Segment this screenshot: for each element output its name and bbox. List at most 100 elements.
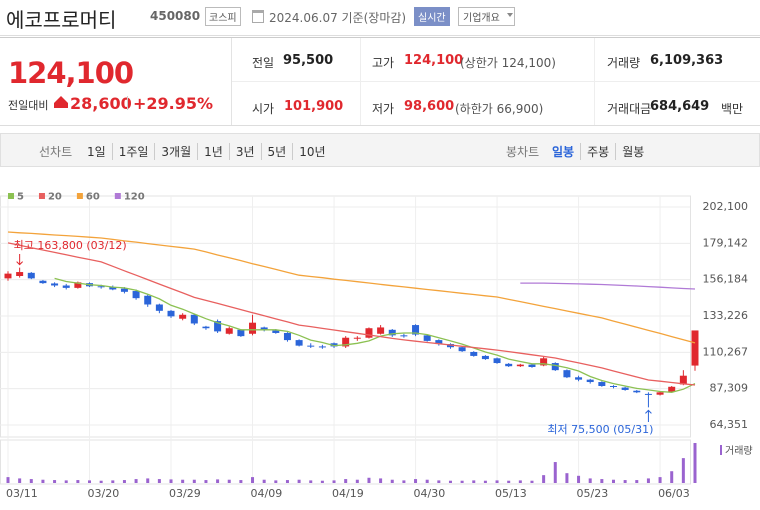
company-info-button[interactable]: 기업개요 xyxy=(458,7,515,26)
summary-label: 전일 xyxy=(252,56,275,70)
volume-bar xyxy=(553,462,557,483)
candle-body xyxy=(202,326,210,329)
volume-bar xyxy=(157,479,161,483)
candle-body xyxy=(528,364,536,367)
candle-body xyxy=(423,335,431,341)
volume-bar xyxy=(41,479,45,483)
volume-bar xyxy=(181,479,185,483)
low-annotation: 최저 75,500 (05/31) xyxy=(547,423,653,436)
date: 2024.06.07 기준(장마감) xyxy=(269,11,407,25)
calendar-icon xyxy=(252,10,264,23)
volume-bar xyxy=(332,480,336,483)
candle-body xyxy=(237,329,245,337)
legend-swatch xyxy=(8,193,14,199)
volume-bar xyxy=(169,479,173,483)
candle-body xyxy=(27,272,35,279)
volume-bar xyxy=(216,479,220,483)
low-arrow xyxy=(645,409,652,422)
realtime-button[interactable]: 실시간 xyxy=(414,7,450,26)
volume-bar xyxy=(146,478,150,483)
summary-value: 101,900 xyxy=(284,99,344,114)
volume-bar xyxy=(611,479,615,483)
volume-bar xyxy=(670,471,674,483)
summary-value: 95,500 xyxy=(283,53,334,68)
candle-body xyxy=(668,386,676,392)
candle-body xyxy=(516,364,524,367)
candle-body xyxy=(283,332,291,341)
summary-value: 684,649 xyxy=(650,99,710,114)
summary-note: (하한가 66,900) xyxy=(455,102,544,116)
candle-body xyxy=(109,287,117,290)
x-tick-label: 05/13 xyxy=(495,487,527,500)
tab[interactable]: 3개월 xyxy=(154,143,197,160)
volume-bar xyxy=(76,480,80,483)
candle-body xyxy=(167,310,175,317)
tab[interactable]: 1년 xyxy=(197,143,229,160)
candle-body xyxy=(16,272,24,277)
candle-body xyxy=(644,393,652,395)
divider xyxy=(127,96,128,110)
stock-code: 450080 xyxy=(150,9,201,23)
candle-body xyxy=(435,340,443,345)
candle-body xyxy=(458,347,466,352)
line-tabs: 1일 1주일 3개월 1년 3년 5년 10년 xyxy=(81,143,332,160)
candle-body xyxy=(575,377,583,380)
summary-value: 124,100 xyxy=(404,53,464,68)
dropdown-icon xyxy=(507,13,513,20)
volume-bar xyxy=(344,479,348,483)
tab-active[interactable]: 일봉 xyxy=(552,145,575,159)
candle-body xyxy=(190,314,198,324)
ma-line xyxy=(520,282,696,290)
candle-body xyxy=(633,390,641,393)
volume-bar xyxy=(204,480,208,483)
volume-bar xyxy=(658,477,662,483)
tab[interactable]: 1주일 xyxy=(111,143,155,160)
volume-legend-swatch xyxy=(720,445,722,455)
candle-body xyxy=(249,322,257,334)
volume-bar xyxy=(565,473,569,483)
volume-bar xyxy=(681,458,685,483)
volume-bar xyxy=(309,480,313,483)
market-badge: 코스피 xyxy=(205,7,241,26)
change-rate: +29.95% xyxy=(133,94,214,113)
candle-body xyxy=(62,285,70,288)
volume-bar xyxy=(600,479,604,483)
volume-bar xyxy=(274,480,278,483)
tab[interactable]: 10년 xyxy=(292,143,331,160)
tab-bar: 선차트 1일 1주일 3개월 1년 3년 5년 10년 봉차트 일봉 주봉 월봉 xyxy=(0,133,760,167)
legend-swatch xyxy=(114,193,121,199)
tab[interactable]: 3년 xyxy=(228,143,261,160)
volume-bar xyxy=(367,477,371,483)
tab[interactable]: 1일 xyxy=(87,145,106,159)
tab[interactable]: 월봉 xyxy=(615,143,650,160)
candle-body xyxy=(353,337,361,339)
price-box: 124,100 전일대비 28,600 +29.95% 전일 95,500 고가… xyxy=(0,37,760,126)
candle-body xyxy=(120,288,128,292)
volume-bar xyxy=(227,479,231,483)
candle-body xyxy=(51,283,59,286)
candle-body xyxy=(39,280,47,284)
high-annotation: 최고 163,800 (03/12) xyxy=(14,239,127,252)
candle-body xyxy=(260,327,268,330)
candle-body xyxy=(155,304,163,311)
candle-body xyxy=(295,340,303,346)
legend-label: 60 xyxy=(86,192,100,203)
y-tick-label: 87,309 xyxy=(710,382,749,395)
tab[interactable]: 주봉 xyxy=(580,143,615,160)
volume-bar xyxy=(472,480,476,483)
candle-body xyxy=(551,363,559,371)
candle-body xyxy=(365,328,373,338)
summary-unit: 백만 xyxy=(721,102,744,116)
candle-body xyxy=(342,337,350,347)
volume-bar xyxy=(390,479,394,483)
candle-body xyxy=(470,351,478,356)
legend-label: 120 xyxy=(124,192,145,203)
candle-body xyxy=(621,387,629,390)
volume-bar xyxy=(693,443,697,483)
candle-body xyxy=(493,358,501,364)
candle-body xyxy=(214,321,222,332)
y-tick-label: 179,142 xyxy=(703,236,749,249)
tab[interactable]: 5년 xyxy=(260,143,293,160)
volume-bar xyxy=(542,475,546,483)
volume-bar xyxy=(483,480,487,483)
